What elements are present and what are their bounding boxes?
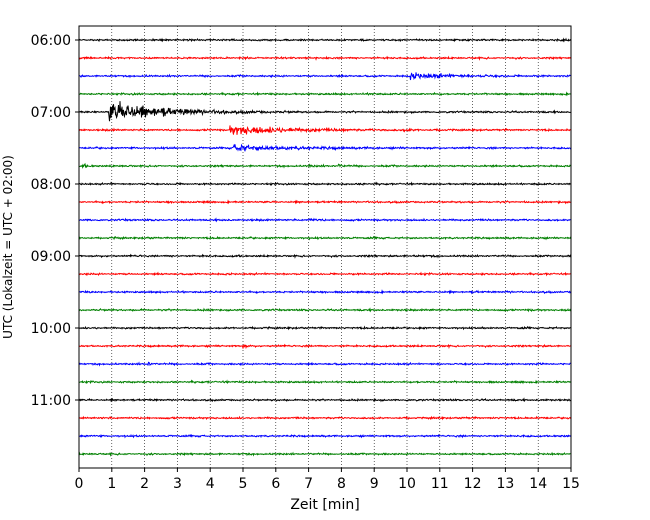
x-axis-label: Zeit [min] <box>290 497 359 513</box>
plot-frame <box>78 25 572 469</box>
trace-line-13 <box>79 253 571 259</box>
x-tick-label: 1 <box>107 476 116 492</box>
trace-line-14 <box>79 271 571 277</box>
y-tick-label: 08:00 <box>31 177 71 193</box>
y-tick-label: 09:00 <box>31 249 71 265</box>
x-axis: 0 1 2 3 4 5 6 7 8 9 10 11 12 13 14 15 <box>75 468 580 492</box>
trace-line-7 <box>79 143 571 152</box>
trace-line-6 <box>79 125 571 135</box>
seismic-traces <box>79 37 571 457</box>
x-tick-label: 7 <box>304 476 313 492</box>
x-tick-label: 9 <box>370 476 379 492</box>
trace-line-18 <box>79 343 571 350</box>
x-tick-label: 3 <box>173 476 182 492</box>
y-tick-label: 06:00 <box>31 33 71 49</box>
x-tick-label: 13 <box>496 476 514 492</box>
trace-line-4 <box>79 91 571 97</box>
x-tick-label: 15 <box>562 476 580 492</box>
trace-line-3 <box>79 72 571 81</box>
trace-line-17 <box>79 325 571 331</box>
trace-line-20 <box>79 379 571 385</box>
trace-line-2 <box>79 55 571 61</box>
trace-line-15 <box>79 289 571 295</box>
trace-line-9 <box>79 181 571 187</box>
x-tick-label: 4 <box>206 476 215 492</box>
trace-line-8 <box>79 162 571 169</box>
y-tick-label: 07:00 <box>31 105 71 121</box>
trace-line-12 <box>79 235 571 241</box>
trace-line-10 <box>79 199 571 205</box>
trace-line-16 <box>79 307 571 313</box>
y-tick-label: 11:00 <box>31 393 71 409</box>
trace-line-21 <box>79 397 571 403</box>
x-tick-label: 12 <box>464 476 482 492</box>
x-tick-label: 10 <box>398 476 416 492</box>
grid-lines <box>111 26 539 468</box>
x-tick-label: 11 <box>431 476 449 492</box>
x-tick-label: 8 <box>337 476 346 492</box>
y-axis-label: UTC (Lokalzeit = UTC + 02:00) <box>1 155 15 339</box>
trace-line-19 <box>79 361 571 367</box>
x-tick-label: 5 <box>239 476 248 492</box>
trace-line-1 <box>79 37 571 43</box>
trace-line-22 <box>79 415 571 421</box>
x-tick-label: 0 <box>75 476 84 492</box>
y-axis: 06:00 07:00 08:00 09:00 10:00 11:00 <box>31 33 79 409</box>
trace-line-5 <box>79 101 571 122</box>
trace-line-11 <box>79 217 571 223</box>
trace-line-23 <box>79 433 571 439</box>
x-tick-label: 2 <box>140 476 149 492</box>
y-tick-label: 10:00 <box>31 321 71 337</box>
trace-line-24 <box>79 451 571 457</box>
x-tick-label: 6 <box>271 476 280 492</box>
x-tick-label: 14 <box>529 476 547 492</box>
